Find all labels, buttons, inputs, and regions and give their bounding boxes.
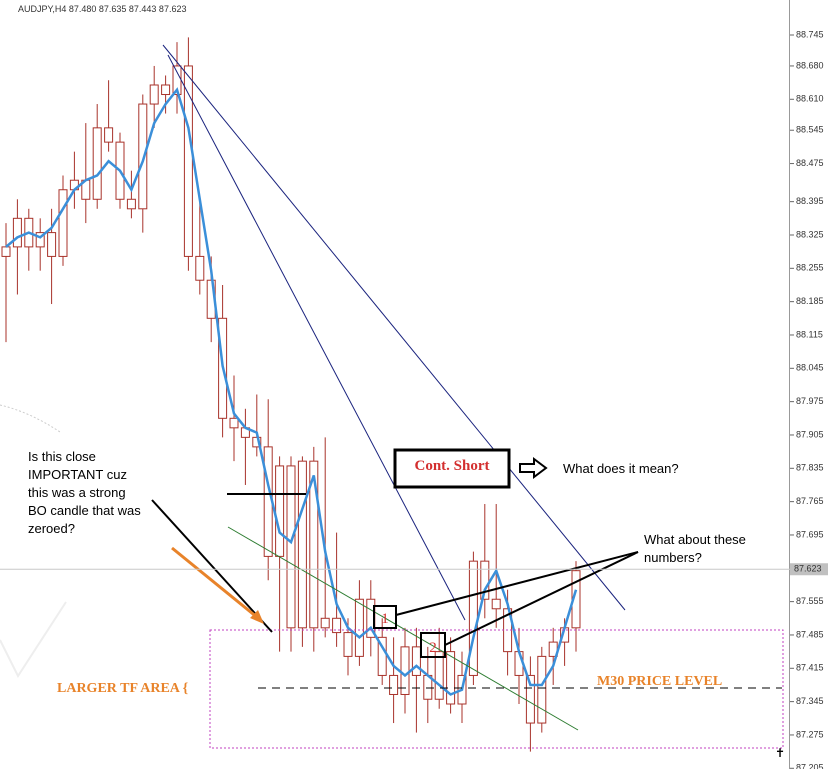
- note: numbers?: [644, 550, 702, 565]
- y-tick-label: 87.555: [796, 596, 824, 606]
- candle-body: [343, 632, 353, 657]
- y-tick-label: 87.205: [796, 763, 824, 769]
- y-tick-label: 88.045: [796, 363, 824, 373]
- y-tick-label: 87.275: [796, 729, 824, 739]
- y-tick-label: 87.695: [796, 529, 824, 539]
- pointer-line: [151, 499, 273, 633]
- y-tick-label: 88.185: [796, 296, 824, 306]
- trend-line: [162, 44, 626, 611]
- note: What does it mean?: [563, 461, 679, 476]
- candle-body: [389, 674, 399, 695]
- moving-average: [5, 87, 578, 696]
- last-price-label: 87.623: [794, 564, 822, 574]
- faint-curve: [0, 404, 61, 433]
- hollow-arrow: [519, 457, 548, 479]
- area-box: [209, 629, 784, 749]
- last-price-box: [790, 563, 828, 576]
- candle-body: [138, 103, 148, 210]
- box-number: 1: [381, 611, 389, 627]
- note: What about these: [644, 532, 746, 547]
- candle-body: [1, 246, 11, 257]
- candle-body: [286, 465, 296, 629]
- y-tick-label: 88.680: [796, 60, 824, 70]
- candle-body: [275, 465, 285, 557]
- box-1: [373, 605, 397, 629]
- note: BO candle that was: [28, 503, 141, 518]
- note: Is this close: [28, 449, 96, 464]
- plot: [1, 37, 581, 752]
- y-tick-label: 87.485: [796, 629, 824, 639]
- y-tick-label: 88.545: [796, 125, 824, 135]
- trend-line-green: [227, 526, 579, 731]
- pointer-line: [444, 551, 639, 646]
- candle-body: [537, 655, 547, 724]
- candle-body: [183, 65, 193, 257]
- note: zeroed?: [28, 521, 75, 536]
- y-tick-label: 88.115: [796, 329, 823, 339]
- note: this was a strong: [28, 485, 126, 500]
- candle-body: [195, 255, 205, 281]
- chart-header: AUDJPY,H4 87.480 87.635 87.443 87.623: [18, 4, 186, 14]
- candle-body: [400, 646, 410, 695]
- pointer-line: [395, 551, 639, 616]
- candle-body: [446, 651, 456, 705]
- cont-short-box: [393, 448, 511, 489]
- note: IMPORTANT cuz: [28, 467, 127, 482]
- y-tick-label: 87.835: [796, 463, 824, 473]
- candle-body: [58, 189, 68, 257]
- faint-line: [0, 601, 67, 679]
- candle-body: [377, 636, 387, 676]
- candle-body: [468, 560, 478, 676]
- y-tick-label: 87.415: [796, 663, 824, 673]
- y-tick-label: 87.905: [796, 429, 824, 439]
- candle-body: [525, 674, 535, 724]
- cursor-icon: ✝: [775, 746, 785, 760]
- candle-body: [149, 84, 159, 105]
- cont-short: Cont. Short: [414, 458, 489, 474]
- y-tick-label: 88.745: [796, 29, 824, 39]
- y-tick-label: 87.345: [796, 696, 824, 706]
- y-tick-label: 88.255: [796, 263, 824, 273]
- candle-body: [309, 460, 319, 629]
- m30-label: M30 PRICE LEVEL: [597, 674, 722, 689]
- candle-body: [126, 198, 136, 210]
- candle-body: [411, 646, 421, 676]
- candle-body: [104, 127, 114, 143]
- trend-line: [167, 54, 466, 621]
- candle-body: [297, 460, 307, 629]
- orange-arrow: [171, 546, 259, 620]
- candle-body: [229, 417, 239, 429]
- candle-body: [35, 232, 45, 248]
- y-tick-label: 88.395: [796, 196, 824, 206]
- candle-body: [47, 232, 57, 257]
- candle-body: [12, 217, 22, 248]
- y-tick-label: 88.475: [796, 158, 824, 168]
- candle-body: [161, 84, 171, 96]
- orange-arrow-head: [250, 610, 264, 624]
- y-tick-label: 87.975: [796, 396, 824, 406]
- y-tick-label: 87.765: [796, 496, 824, 506]
- candle-body: [480, 560, 490, 600]
- y-tick-label: 88.325: [796, 229, 824, 239]
- candle-body: [434, 651, 444, 700]
- larger-tf: LARGER TF AREA {: [57, 681, 188, 696]
- candle-body: [92, 127, 102, 200]
- candle-body: [491, 598, 501, 610]
- candle-body: [332, 617, 342, 634]
- candle-body: [354, 598, 364, 657]
- candle-body: [320, 617, 330, 629]
- box-number: 2: [429, 640, 437, 656]
- y-tick-label: 88.610: [796, 94, 824, 104]
